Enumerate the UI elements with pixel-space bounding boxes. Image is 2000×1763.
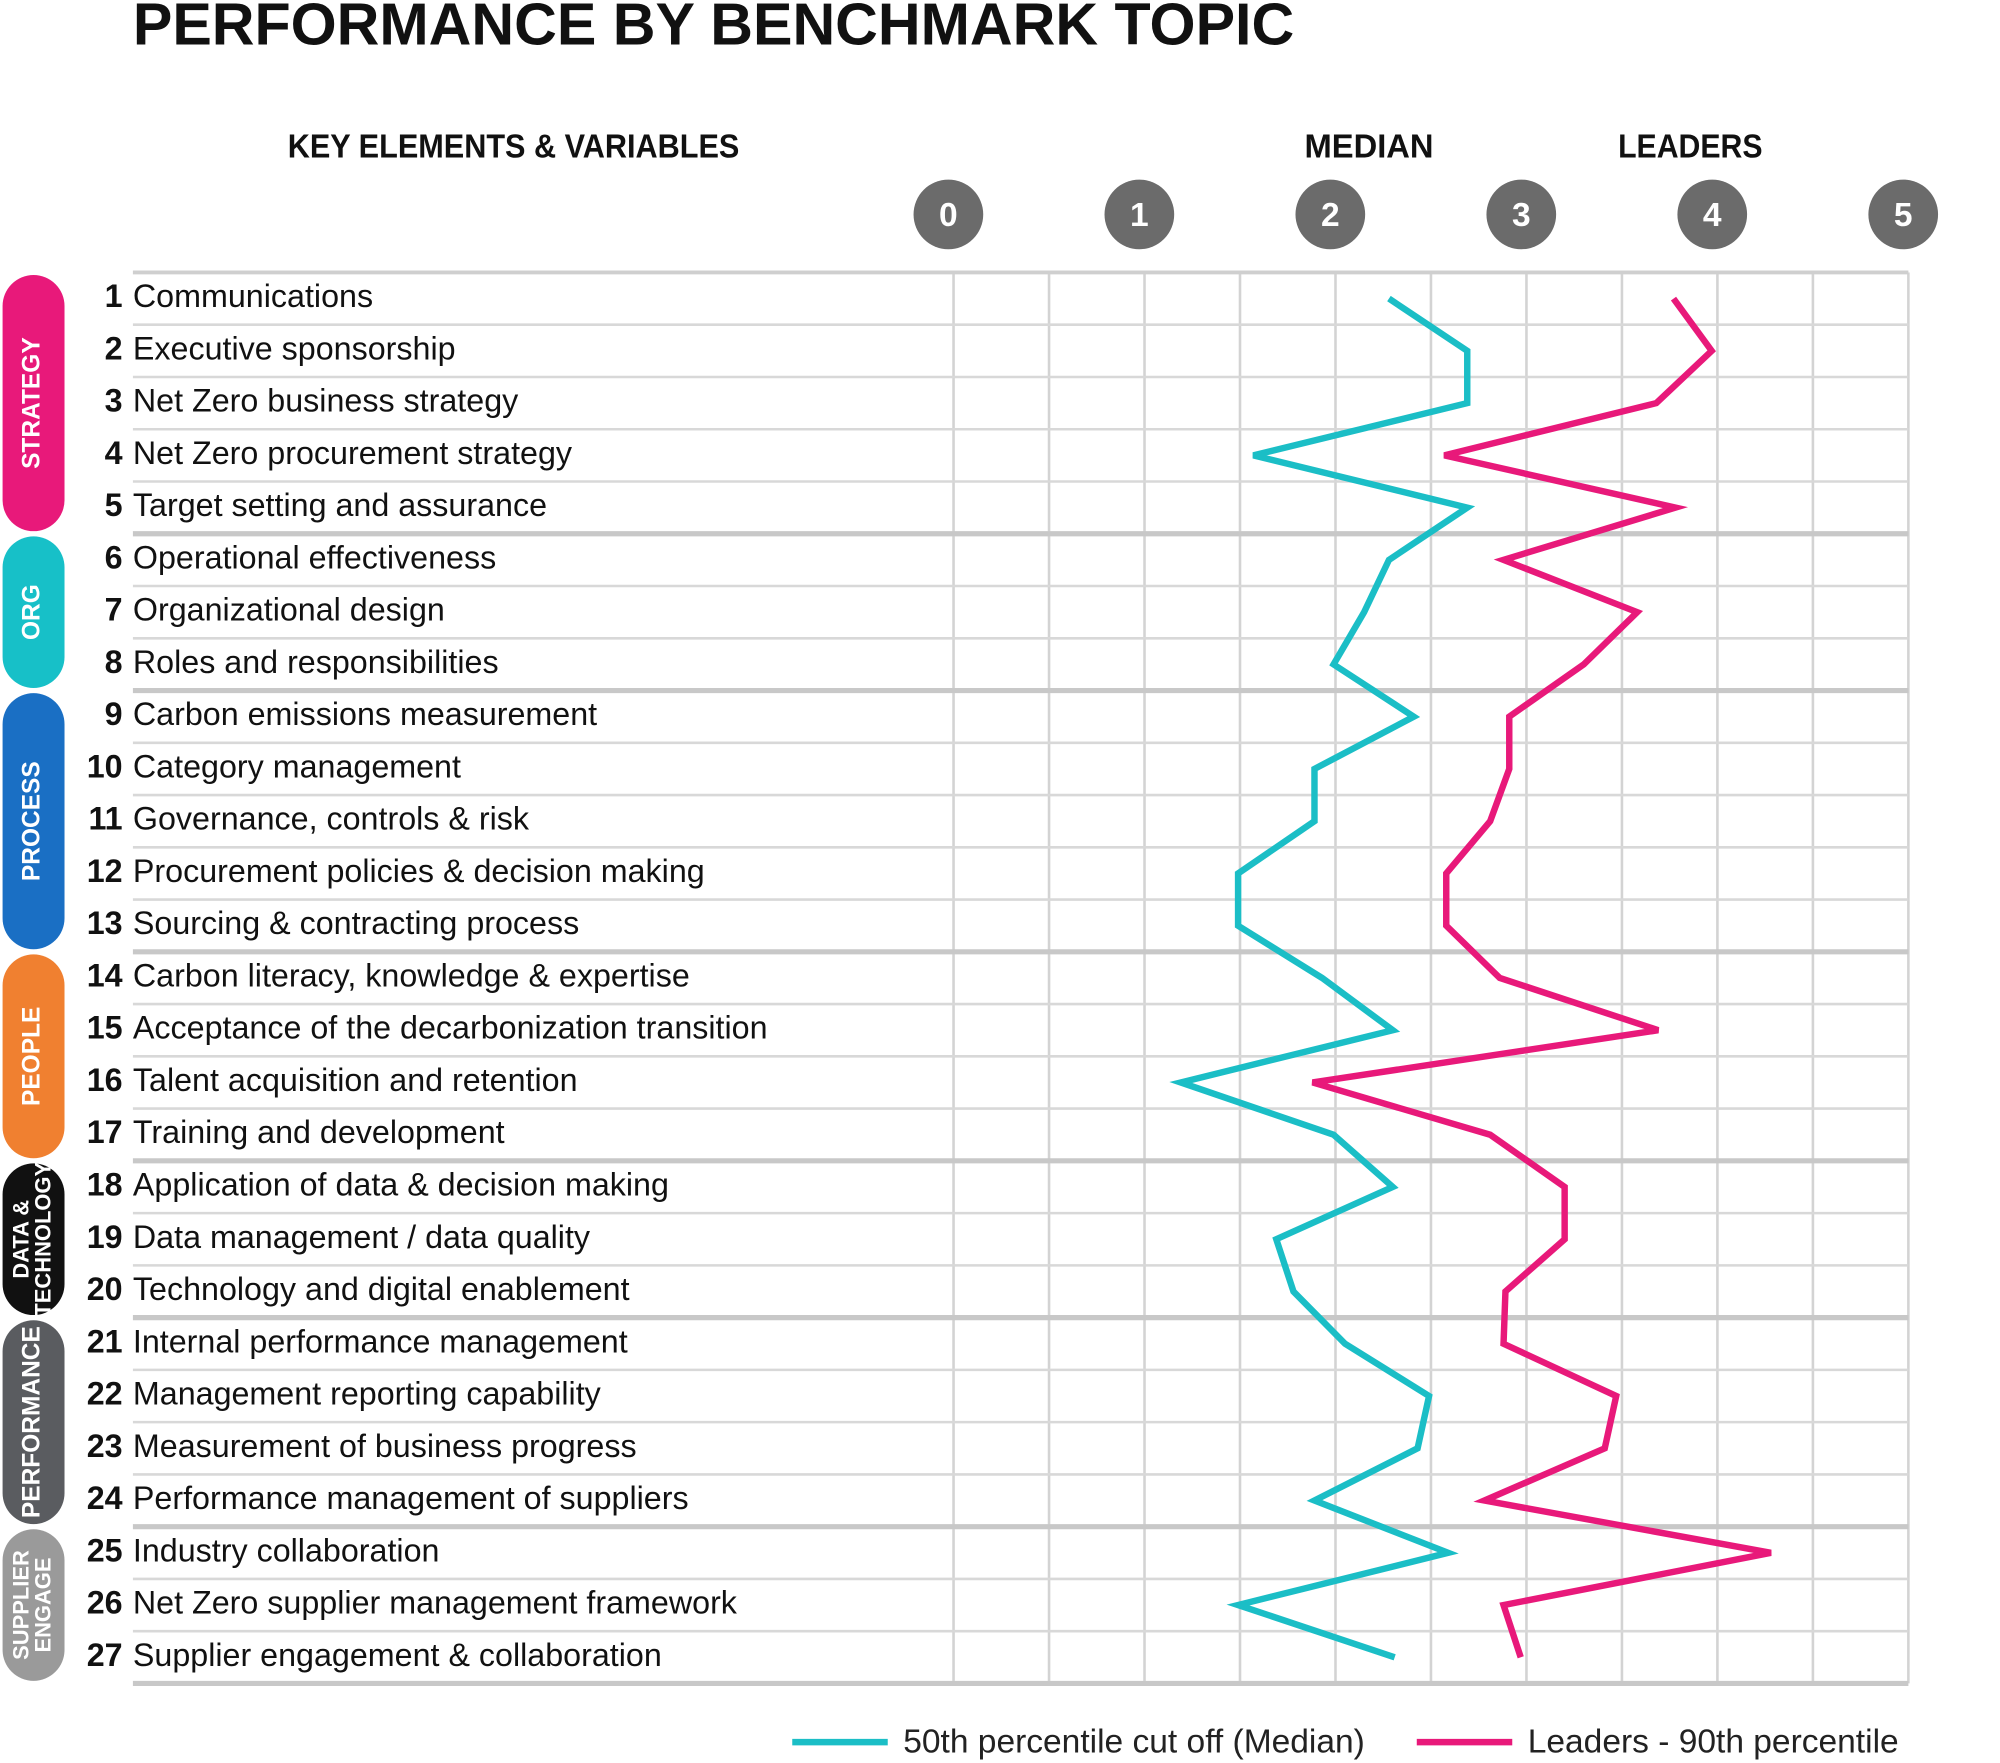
x-tick-label: 4 xyxy=(1703,197,1722,234)
row-number: 15 xyxy=(87,1010,123,1046)
row-label: Supplier engagement & collaboration xyxy=(133,1637,662,1673)
row-label: Net Zero supplier management framework xyxy=(133,1585,738,1621)
row-label: Technology and digital enablement xyxy=(133,1271,630,1307)
row-label: Internal performance management xyxy=(133,1323,628,1359)
group-label-line: DATA & xyxy=(8,1200,33,1279)
series-line xyxy=(1169,295,1476,1661)
row-number: 7 xyxy=(105,592,123,628)
x-tick-label: 0 xyxy=(939,197,958,234)
row-number: 24 xyxy=(87,1480,123,1516)
group-label-line: TECHNOLOGY xyxy=(30,1162,55,1317)
row-label: Executive sponsorship xyxy=(133,330,456,366)
row-number: 22 xyxy=(87,1376,123,1412)
group-label: DATA &TECHNOLOGY xyxy=(8,1162,55,1317)
tick-badge xyxy=(1677,179,1748,250)
row-number: 5 xyxy=(105,487,123,523)
row-label: Application of data & decision making xyxy=(133,1166,669,1202)
group-label-line: ORG xyxy=(19,584,46,640)
group-pill xyxy=(2,275,65,532)
group-label-line: PROCESS xyxy=(19,761,46,881)
row-number: 27 xyxy=(87,1637,123,1673)
row-number: 10 xyxy=(87,748,123,784)
row-number: 2 xyxy=(105,330,123,366)
row-label: Training and development xyxy=(133,1114,505,1150)
x-tick-label: 5 xyxy=(1894,197,1913,234)
group-label-line: ENGAGE xyxy=(30,1558,55,1653)
row-label: Organizational design xyxy=(133,592,445,628)
group-pill xyxy=(2,1163,65,1316)
x-tick-label: 3 xyxy=(1512,197,1531,234)
row-number: 14 xyxy=(87,957,123,993)
row-label: Operational effectiveness xyxy=(133,539,496,575)
group-label: ORG xyxy=(19,584,46,640)
group-label-line: PEOPLE xyxy=(19,1007,46,1106)
row-number: 9 xyxy=(105,696,123,732)
tick-badge xyxy=(1486,179,1557,250)
column-header: LEADERS xyxy=(1618,128,1763,165)
tick-badge xyxy=(1104,179,1175,250)
row-number: 19 xyxy=(87,1219,123,1255)
group-label: STRATEGY xyxy=(19,337,46,469)
row-label: Roles and responsibilities xyxy=(133,644,499,680)
row-label: Communications xyxy=(133,278,373,314)
row-number: 25 xyxy=(87,1532,123,1568)
row-label: Net Zero procurement strategy xyxy=(133,435,573,471)
row-number: 6 xyxy=(105,539,123,575)
row-label: Category management xyxy=(133,748,461,784)
row-number: 13 xyxy=(87,905,123,941)
group-pill xyxy=(2,536,65,688)
chart-title: PERFORMANCE BY BENCHMARK TOPIC xyxy=(133,0,1294,57)
row-label: Data management / data quality xyxy=(133,1219,591,1255)
group-pill xyxy=(2,693,65,950)
row-label: Talent acquisition and retention xyxy=(133,1062,578,1098)
row-label: Carbon emissions measurement xyxy=(133,696,597,732)
row-label: Governance, controls & risk xyxy=(133,801,530,837)
x-tick-label: 2 xyxy=(1321,197,1340,234)
group-pill xyxy=(2,954,65,1159)
row-number: 11 xyxy=(88,801,122,837)
row-number: 1 xyxy=(105,278,123,314)
row-label: Measurement of business progress xyxy=(133,1428,637,1464)
row-label: Industry collaboration xyxy=(133,1532,440,1568)
group-pill xyxy=(2,1529,65,1681)
legend-label: 50th percentile cut off (Median) xyxy=(903,1723,1365,1760)
row-label: Management reporting capability xyxy=(133,1376,602,1412)
tick-badge xyxy=(1295,179,1366,250)
row-number: 21 xyxy=(87,1323,123,1359)
row-number: 3 xyxy=(105,383,123,419)
row-number: 18 xyxy=(87,1166,123,1202)
row-number: 8 xyxy=(105,644,123,680)
row-number: 17 xyxy=(87,1114,123,1150)
group-label: SUPPLIERENGAGE xyxy=(8,1550,55,1660)
row-number: 4 xyxy=(105,435,123,471)
group-label-line: SUPPLIER xyxy=(8,1550,33,1660)
tick-badge xyxy=(913,179,984,250)
row-label: Performance management of suppliers xyxy=(133,1480,689,1516)
legend-label: Leaders - 90th percentile xyxy=(1528,1723,1899,1760)
x-tick-label: 1 xyxy=(1130,197,1149,234)
group-label-line: PERFORMANCE xyxy=(19,1326,46,1518)
row-number: 26 xyxy=(87,1585,123,1621)
group-label-line: STRATEGY xyxy=(19,337,46,469)
column-header: KEY ELEMENTS & VARIABLES xyxy=(288,128,740,165)
row-label: Target setting and assurance xyxy=(133,487,547,523)
series-line xyxy=(1311,296,1772,1659)
group-pill xyxy=(2,1320,65,1525)
row-number: 20 xyxy=(87,1271,123,1307)
row-label: Sourcing & contracting process xyxy=(133,905,579,941)
group-label: PERFORMANCE xyxy=(19,1326,46,1518)
row-number: 12 xyxy=(87,853,123,889)
row-number: 23 xyxy=(87,1428,123,1464)
group-label: PEOPLE xyxy=(19,1007,46,1106)
row-label: Procurement policies & decision making xyxy=(133,853,705,889)
row-number: 16 xyxy=(87,1062,123,1098)
row-label: Carbon literacy, knowledge & expertise xyxy=(133,957,690,993)
row-label: Net Zero business strategy xyxy=(133,383,519,419)
column-header: MEDIAN xyxy=(1305,128,1434,165)
group-label: PROCESS xyxy=(19,761,46,881)
tick-badge xyxy=(1868,179,1939,250)
row-label: Acceptance of the decarbonization transi… xyxy=(133,1010,768,1046)
